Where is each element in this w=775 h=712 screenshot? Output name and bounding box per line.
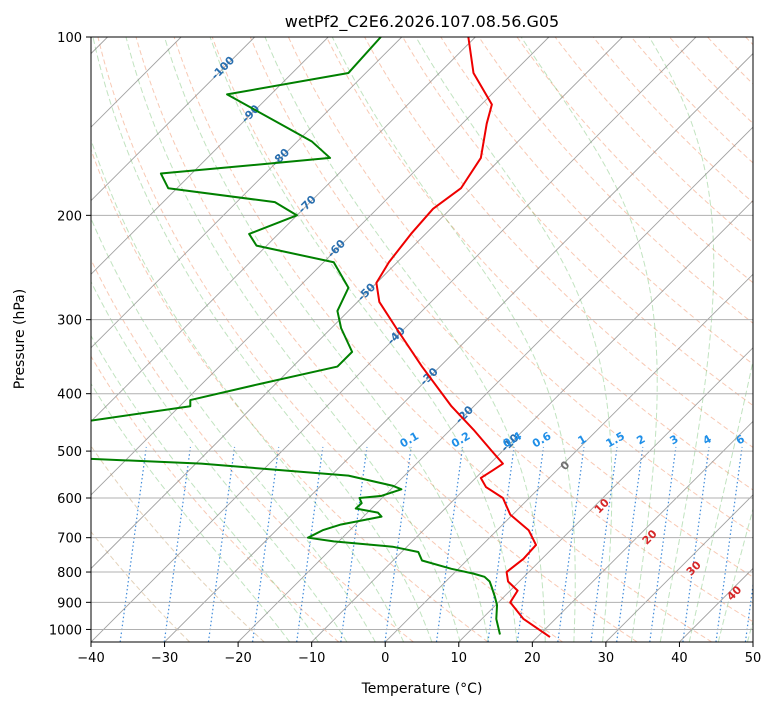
- isotherm-line: [532, 420, 753, 642]
- x-tick-label: 30: [598, 651, 615, 666]
- x-tick-label: 0: [381, 651, 389, 666]
- moist-adiabat: [520, 37, 658, 642]
- x-tick-label: −10: [298, 651, 325, 666]
- mixing-ratio-line: [557, 446, 585, 642]
- moist-adiabat: [125, 37, 461, 642]
- moist-adiabat: [91, 138, 405, 642]
- plot-background: [91, 37, 753, 642]
- dry-adiabat: [91, 355, 340, 642]
- dry-adiabat: [326, 37, 753, 491]
- mixing-ratio-line: [487, 446, 515, 642]
- x-tick-label: −30: [151, 651, 178, 666]
- dry-adiabat: [211, 37, 753, 623]
- y-axis-label: Pressure (hPa): [12, 289, 28, 389]
- dry-adiabat: [478, 37, 753, 324]
- isotherm-line: [91, 37, 623, 570]
- y-tick-label: 300: [57, 314, 82, 329]
- mixing-ratio-line: [207, 446, 236, 642]
- mixing-ratio-line: [435, 446, 464, 642]
- mixing-ratio-line: [516, 446, 545, 642]
- isotherm-line: [91, 37, 697, 642]
- mixing-ratio-line: [119, 446, 147, 642]
- mixing-ratio-line: [251, 446, 280, 642]
- axis-ticks: −40 −30 −20 −10 0 10 20 30 40 50 100 200 300 400 500 60…: [49, 31, 761, 666]
- mixing-ratio-line: [163, 446, 192, 642]
- mixing-ratio-lines: [119, 446, 775, 642]
- dry-adiabat: [440, 37, 753, 365]
- isotherm-line: [752, 641, 753, 642]
- mixing-ratio-line: [590, 446, 618, 642]
- isotherm-line: [91, 37, 329, 275]
- isotherm-line: [91, 37, 550, 496]
- moist-adiabat: [91, 217, 376, 642]
- x-tick-label: 10: [451, 651, 468, 666]
- dry-adiabat: [97, 37, 563, 642]
- mixing-ratio-line: [771, 447, 775, 642]
- dry-adiabat: [402, 37, 753, 407]
- y-tick-label: 100: [57, 31, 82, 46]
- dry-adiabat: [91, 530, 191, 642]
- isotherm-line: [91, 37, 255, 202]
- dewpoint-profile-line: [91, 37, 501, 635]
- chart-title: wetPf2_C2E6.2026.107.08.56.G05: [285, 12, 559, 32]
- x-tick-label: −20: [224, 651, 251, 666]
- y-tick-label: 200: [57, 209, 82, 224]
- dry-adiabat: [249, 37, 753, 578]
- y-tick-label: 800: [57, 566, 82, 581]
- isotherm-line: [311, 200, 753, 642]
- x-tick-label: 40: [671, 651, 688, 666]
- moist-adiabat: [209, 37, 518, 642]
- y-tick-label: 700: [57, 532, 82, 547]
- moist-adiabat: [91, 334, 319, 642]
- dry-adiabat: [287, 37, 753, 534]
- moist-adiabat: [91, 382, 291, 642]
- isotherm-line: [91, 37, 476, 422]
- isotherm-line: [605, 494, 753, 642]
- moist-adiabat: [331, 37, 576, 642]
- x-tick-label: 20: [524, 651, 541, 666]
- moist-adiabat: [648, 37, 715, 642]
- x-tick-label: 50: [745, 651, 762, 666]
- dry-adiabat: [516, 37, 753, 284]
- isotherm-line: [384, 273, 753, 642]
- mixing-ratio-line: [649, 446, 677, 642]
- mixing-ratio-line: [296, 446, 324, 642]
- isotherm-line: [164, 52, 753, 642]
- moist-adiabat: [92, 37, 433, 642]
- dry-adiabats: [91, 37, 753, 642]
- plot-area: -100-90-80-70-60-50-40-30-20-100.1 0.2 0.4…: [91, 37, 775, 642]
- mixing-ratio-line: [682, 446, 710, 642]
- isotherm-line: [91, 37, 403, 349]
- isobar-grid: [91, 37, 753, 630]
- y-tick-label: 900: [57, 596, 82, 611]
- mixing-ratio-line: [715, 446, 743, 642]
- y-tick-label: 400: [57, 388, 82, 403]
- dry-adiabat: [91, 148, 489, 642]
- dry-adiabat: [173, 37, 713, 642]
- mixing-ratio-label: 8: [763, 432, 775, 447]
- dry-adiabat: [91, 258, 414, 642]
- moist-adiabat: [91, 280, 348, 642]
- temperature-profile-line: [375, 37, 551, 638]
- mixing-ratio-line: [744, 580, 753, 642]
- y-tick-label: 500: [57, 445, 82, 460]
- y-tick-label: 1000: [49, 623, 82, 638]
- y-tick-label: 600: [57, 492, 82, 507]
- x-axis-label: Temperature (°C): [361, 681, 483, 697]
- dry-adiabat: [135, 37, 638, 642]
- mixing-ratio-line: [340, 446, 368, 642]
- dry-adiabat: [592, 37, 753, 204]
- moist-adiabat: [264, 37, 546, 642]
- moist-adiabat: [163, 37, 489, 642]
- mixing-ratio-line: [384, 446, 412, 642]
- x-tick-label: −40: [77, 651, 104, 666]
- isotherm-line: [458, 347, 753, 642]
- mixing-ratio-line: [616, 446, 644, 642]
- plot-frame: [90, 36, 754, 643]
